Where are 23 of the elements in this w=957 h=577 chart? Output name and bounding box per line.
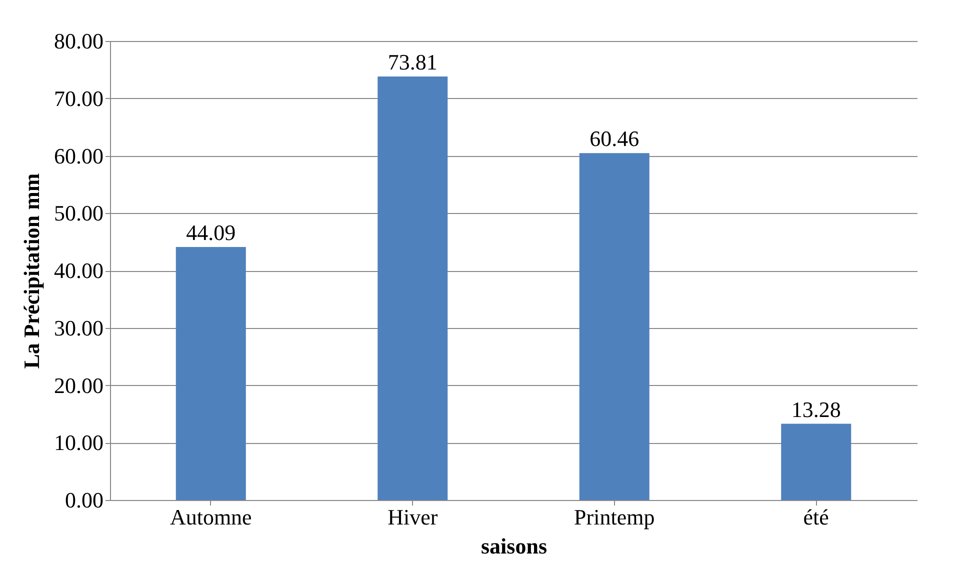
y-tick-label: 60.00 [54, 143, 104, 168]
x-axis-title: saisons [480, 534, 548, 558]
x-tick-label: Printemp [574, 504, 655, 530]
bar [176, 247, 246, 500]
data-label: 60.46 [590, 126, 640, 152]
bar [378, 76, 448, 500]
data-label: 13.28 [791, 396, 841, 422]
y-tick-label: 10.00 [54, 430, 104, 456]
y-tick-label: 40.00 [54, 258, 104, 283]
bar [579, 153, 650, 500]
x-tick-label: Hiver [388, 504, 438, 530]
bar [781, 424, 852, 500]
y-tick-label: 30.00 [54, 315, 104, 340]
x-tick-label: été [803, 504, 829, 530]
y-tick-label: 70.00 [54, 86, 104, 111]
y-tick-label: 0.00 [65, 488, 104, 512]
x-tick-label: Automne [170, 504, 252, 530]
y-axis-title: La Précipitation mm [19, 173, 44, 369]
y-tick-label: 50.00 [54, 200, 104, 226]
y-tick-label: 80.00 [54, 28, 104, 54]
y-tick-label: 20.00 [54, 372, 104, 398]
data-label: 73.81 [388, 50, 438, 75]
data-label: 44.09 [186, 220, 236, 246]
